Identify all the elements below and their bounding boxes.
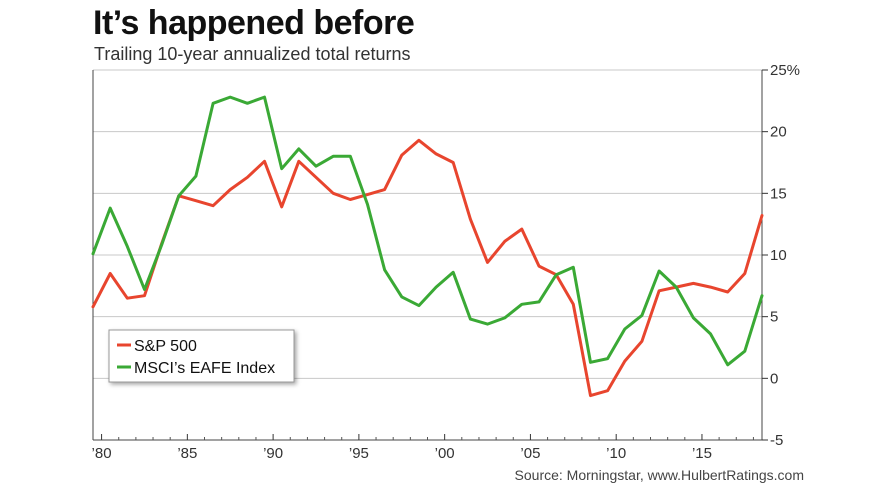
x-tick-label: ’95 (349, 445, 369, 462)
series-lines (91, 95, 764, 398)
legend-box (108, 329, 295, 383)
x-tick-label: ’00 (435, 445, 455, 462)
y-axis: -5 0 5 10 15 20 25% (762, 62, 800, 449)
legend-label-eafe: MSCI’s EAFE Index (134, 360, 275, 377)
legend: S&P 500 MSCI’s EAFE Index (108, 329, 295, 383)
y-tick-label: 15 (770, 185, 787, 202)
legend-label-sp500: S&P 500 (134, 338, 197, 355)
y-tick-label: 25% (770, 62, 800, 79)
x-tick-label: ’05 (520, 445, 540, 462)
x-tick-label: ’90 (263, 445, 283, 462)
chart-title: It’s happened before (93, 4, 415, 42)
y-tick-label: 10 (770, 247, 787, 264)
x-tick-label: ’80 (92, 445, 112, 462)
x-tick-label: ’15 (692, 445, 712, 462)
x-axis: ’80 ’85 ’90 ’95 ’00 ’05 ’10 ’15 (92, 434, 754, 462)
y-tick-label: 0 (770, 370, 778, 387)
y-tick-label: 20 (770, 124, 787, 141)
eafe-line (91, 95, 764, 367)
y-tick-label: -5 (770, 432, 783, 449)
sp500-line (91, 138, 764, 398)
x-tick-label: ’10 (606, 445, 626, 462)
y-tick-label: 5 (770, 309, 778, 326)
chart-source: Source: Morningstar, www.HulbertRatings.… (514, 467, 804, 483)
chart-subtitle: Trailing 10-year annualized total return… (94, 44, 411, 64)
x-tick-label: ’85 (177, 445, 197, 462)
